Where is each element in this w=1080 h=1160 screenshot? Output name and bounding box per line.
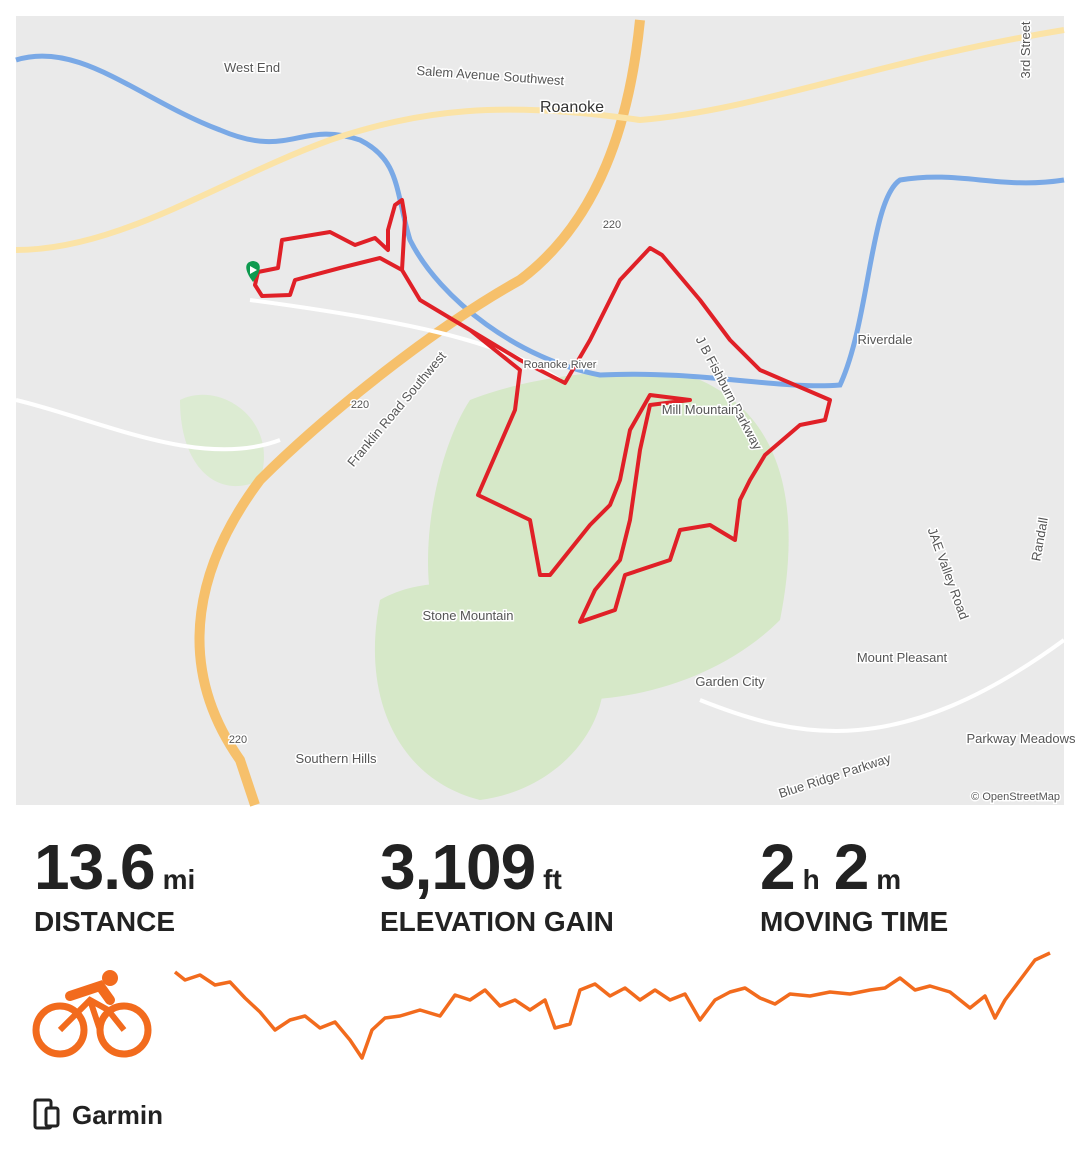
- cycling-icon: [32, 970, 152, 1058]
- stat-value: 3,109: [380, 831, 536, 903]
- map-label: 220: [603, 219, 621, 231]
- stat-value: 13.6: [34, 831, 156, 903]
- map-label: 220: [351, 399, 369, 411]
- map-label: Riverdale: [858, 332, 913, 347]
- map-label: Roanoke River: [524, 359, 597, 371]
- map-label: 220: [229, 734, 247, 746]
- map-label: Garden City: [695, 674, 765, 689]
- stat-unit: ft: [543, 864, 562, 895]
- stat-label: ELEVATION GAIN: [380, 906, 614, 937]
- stat-unit: m: [876, 864, 902, 895]
- stat: 13.6 mi DISTANCE: [34, 830, 209, 938]
- stat-unit: h: [802, 864, 820, 895]
- elevation-profile: [173, 951, 1051, 1060]
- source: Garmin: [72, 1100, 163, 1130]
- map-label: Stone Mountain: [422, 608, 513, 623]
- map: West End Salem Avenue Southwest Roanoke …: [15, 16, 1078, 807]
- stat-label: MOVING TIME: [760, 906, 949, 937]
- stat-value: 2: [760, 831, 796, 903]
- map-label: 3rd Street: [1018, 21, 1033, 78]
- map-label: Southern Hills: [296, 751, 377, 766]
- map-label: Parkway Meadows: [966, 731, 1076, 746]
- map-label: West End: [224, 60, 280, 75]
- stat-label: DISTANCE: [34, 906, 176, 937]
- map-label: Mount Pleasant: [857, 650, 948, 665]
- map-label: Roanoke: [540, 99, 604, 116]
- device-icon: [33, 1098, 60, 1130]
- stat-unit: mi: [162, 864, 196, 895]
- stat-value: 2: [833, 831, 870, 903]
- map-label: Mill Mountain: [662, 402, 739, 417]
- attribution: © OpenStreetMap: [971, 791, 1060, 803]
- stat: 3,109 ft ELEVATION GAIN: [380, 830, 614, 938]
